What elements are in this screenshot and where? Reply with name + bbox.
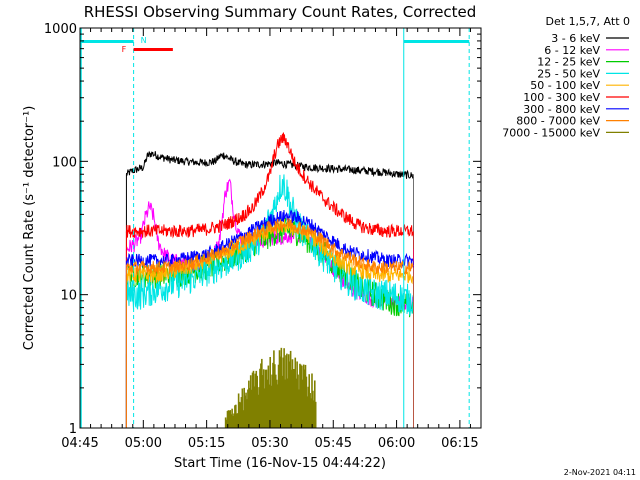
legend-label: 3 - 6 keV	[551, 32, 600, 45]
x-tick-label: 05:00	[125, 436, 162, 451]
series-layer	[125, 132, 414, 428]
night-bar-right	[403, 40, 470, 43]
annotation-layer	[80, 28, 470, 428]
night-marker-label: N	[141, 36, 147, 45]
series-7	[125, 218, 414, 428]
legend-label: 100 - 300 keV	[523, 91, 600, 104]
legend-label: 7000 - 15000 keV	[502, 126, 600, 139]
y-tick-label: 1000	[44, 22, 77, 37]
x-tick-label: 06:15	[441, 436, 478, 451]
footer-timestamp: 2-Nov-2021 04:11	[564, 468, 636, 477]
series-line-7	[125, 218, 414, 276]
series-line-0	[125, 150, 414, 179]
noise-layer	[125, 347, 317, 428]
legend-label: 300 - 800 keV	[523, 103, 600, 116]
series-high-energy	[125, 347, 317, 428]
series-line-5	[125, 132, 414, 239]
night-bar-left	[80, 40, 134, 43]
x-tick-label: 05:15	[188, 436, 225, 451]
y-axis: 1 10 100 1000	[44, 22, 481, 437]
x-tick-label: 06:00	[378, 436, 415, 451]
legend-label: 6 - 12 keV	[544, 44, 600, 57]
x-tick-label: 04:45	[61, 436, 98, 451]
flare-marker-label: F	[122, 45, 127, 54]
x-tick-label: 05:45	[315, 436, 352, 451]
chart-title: RHESSI Observing Summary Count Rates, Co…	[84, 3, 477, 21]
y-tick-label: 100	[52, 155, 77, 170]
plot-area	[80, 28, 470, 428]
y-tick-label: 10	[60, 289, 77, 304]
legend-label: 25 - 50 keV	[537, 67, 600, 80]
legend-header: Det 1,5,7, Att 0	[546, 15, 630, 28]
legend-label: 50 - 100 keV	[530, 79, 600, 92]
flare-bar	[133, 48, 173, 51]
x-tick-label: 05:30	[251, 436, 288, 451]
x-axis-label: Start Time (16-Nov-15 04:44:22)	[174, 456, 386, 471]
x-axis: 04:45 05:00 05:15 05:30 05:45 06:00 06:15	[61, 28, 482, 451]
y-axis-label: Corrected Count Rate (s⁻¹ detector⁻¹)	[22, 106, 37, 351]
legend-label: 800 - 7000 keV	[516, 115, 600, 128]
y-tick-label: 1	[69, 422, 77, 437]
legend-label: 12 - 25 keV	[537, 56, 600, 69]
